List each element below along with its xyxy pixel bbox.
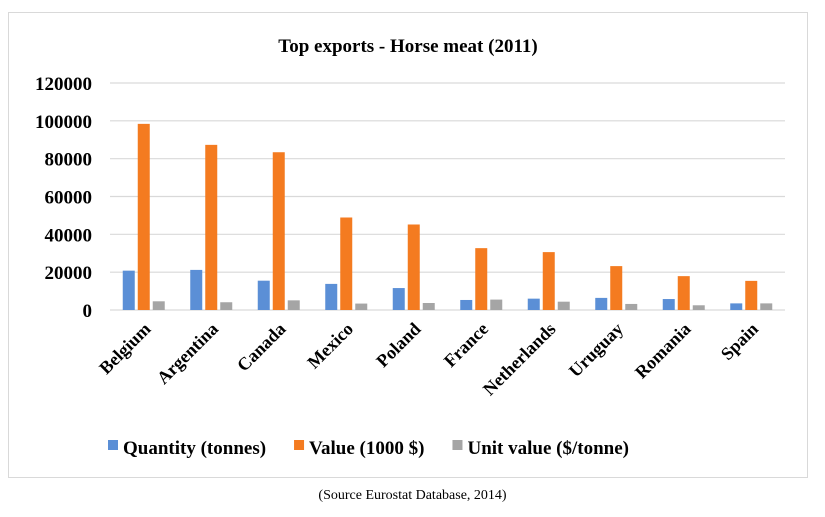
bar-poland-0	[392, 288, 405, 310]
bar-uruguay-2	[625, 303, 638, 310]
bar-belgium-0	[122, 270, 135, 310]
bar-netherlands-2	[557, 301, 570, 310]
y-tick-label: 120000	[35, 74, 92, 95]
y-tick-label: 100000	[35, 112, 92, 133]
x-tick-label: Uruguay	[565, 319, 627, 381]
bar-france-0	[460, 299, 473, 310]
legend-swatch	[452, 440, 463, 450]
chart-frame	[8, 12, 808, 478]
bar-romania-1	[677, 276, 690, 310]
y-tick-label: 20000	[45, 263, 93, 284]
bar-romania-2	[692, 305, 705, 310]
legend-label: Value (1000 $)	[309, 438, 424, 459]
bar-spain-2	[760, 303, 773, 310]
bar-spain-0	[730, 303, 743, 310]
bar-mexico-0	[325, 283, 338, 310]
bar-canada-1	[272, 152, 285, 310]
bar-poland-1	[407, 224, 420, 310]
bar-mexico-1	[340, 217, 353, 310]
source-caption: (Source Eurostat Database, 2014)	[318, 488, 507, 503]
bar-argentina-2	[220, 302, 233, 310]
bar-romania-0	[662, 299, 675, 310]
x-tick-label: Mexico	[303, 319, 357, 373]
x-tick-label: Poland	[372, 319, 424, 371]
bar-belgium-1	[137, 123, 150, 310]
x-tick-label: Romania	[631, 319, 695, 383]
y-tick-label: 60000	[45, 188, 93, 209]
y-tick-label: 80000	[45, 150, 93, 171]
bar-france-1	[475, 248, 488, 310]
x-tick-label: Spain	[717, 319, 762, 364]
bar-mexico-2	[355, 303, 368, 310]
x-tick-label: Argentina	[153, 319, 222, 388]
y-tick-label: 0	[83, 301, 93, 322]
legend-swatch	[294, 440, 305, 450]
bar-spain-1	[745, 280, 758, 310]
legend-label: Unit value ($/tonne)	[467, 438, 629, 459]
chart-title: Top exports - Horse meat (2011)	[278, 36, 537, 57]
x-tick-label: Netherlands	[479, 319, 560, 400]
bar-canada-2	[287, 300, 300, 310]
bar-argentina-0	[190, 269, 203, 310]
bar-belgium-2	[152, 301, 165, 310]
x-tick-label: Canada	[233, 319, 290, 376]
bar-netherlands-1	[542, 252, 555, 310]
y-tick-label: 40000	[45, 225, 93, 246]
x-tick-label: France	[440, 319, 492, 371]
bar-uruguay-0	[595, 297, 608, 310]
bar-uruguay-1	[610, 266, 623, 310]
bar-poland-2	[422, 303, 435, 310]
legend-swatch	[108, 440, 118, 450]
bar-argentina-1	[205, 144, 218, 310]
x-tick-label: Belgium	[95, 319, 154, 378]
bar-france-2	[490, 299, 503, 310]
legend-label: Quantity (tonnes)	[123, 438, 266, 459]
bar-netherlands-0	[527, 298, 540, 310]
bar-canada-0	[257, 280, 270, 310]
